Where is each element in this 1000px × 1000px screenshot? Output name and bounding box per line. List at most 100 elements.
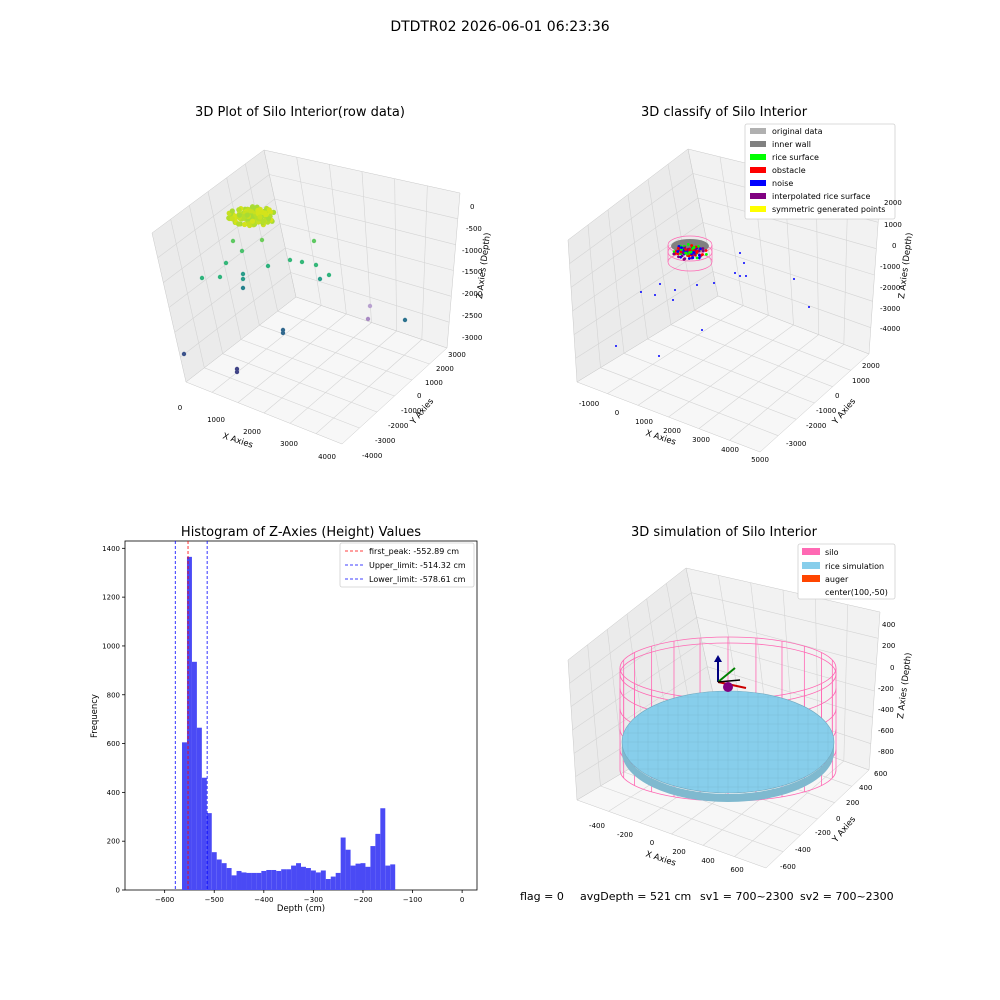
p1-ytick: 2000 bbox=[436, 365, 454, 373]
histogram-bar bbox=[191, 661, 197, 890]
p1-point bbox=[239, 248, 245, 254]
figure-suptitle: DTDTR02 2026-06-01 06:23:36 bbox=[390, 19, 609, 35]
legend-auger: auger bbox=[825, 575, 849, 584]
p2-noise-point bbox=[658, 355, 660, 357]
histogram-bar bbox=[246, 872, 252, 890]
p2-noise-point bbox=[615, 345, 617, 347]
p2-ztick: 1000 bbox=[884, 221, 902, 229]
panel-classify-3d: 3D classify of Silo Interior original da… bbox=[567, 105, 915, 464]
histogram-bar bbox=[236, 870, 242, 890]
p1-point bbox=[181, 351, 187, 357]
legend-swatch bbox=[802, 575, 820, 582]
panel4-title: 3D simulation of Silo Interior bbox=[631, 525, 818, 540]
p2-noise-point bbox=[739, 252, 741, 254]
histogram-bar bbox=[211, 852, 217, 890]
p2-ytick: 1000 bbox=[852, 377, 870, 385]
p1-point bbox=[236, 207, 242, 213]
p2-xtick: 3000 bbox=[692, 436, 710, 444]
p1-ytick: -1000 bbox=[401, 407, 421, 415]
histogram-bar bbox=[315, 872, 321, 890]
histogram-bar bbox=[286, 869, 292, 890]
hist-xlabel: Depth (cm) bbox=[277, 904, 325, 914]
p1-ztick: -500 bbox=[466, 225, 482, 233]
p2-noise-point bbox=[713, 282, 715, 284]
p1-zlabel: Z Axies (Depth) bbox=[475, 232, 493, 299]
histogram-bar bbox=[231, 875, 237, 890]
p2-point bbox=[676, 250, 680, 253]
p1-point bbox=[326, 272, 332, 278]
legend-noise: noise bbox=[772, 179, 793, 188]
p4-ztick: -400 bbox=[878, 706, 894, 714]
p1-ztick: -2000 bbox=[462, 290, 482, 298]
p2-ytick: -3000 bbox=[786, 440, 806, 448]
p4-ytick: -600 bbox=[780, 863, 796, 871]
legend-swatch bbox=[750, 206, 766, 212]
legend-lower-limit: Lower_limit: -578.61 cm bbox=[369, 575, 466, 584]
p4-ytick: 200 bbox=[846, 799, 859, 807]
legend-symmetric: symmetric generated points bbox=[772, 205, 885, 214]
p1-point bbox=[240, 271, 246, 277]
p1-point bbox=[244, 212, 250, 218]
hist-plot-area bbox=[124, 540, 478, 891]
hist-ytick-label: 1000 bbox=[102, 642, 120, 650]
p2-xtick: 2000 bbox=[663, 427, 681, 435]
panel-histogram: Histogram of Z-Axies (Height) Values −60… bbox=[90, 525, 478, 914]
p2-noise-point bbox=[808, 306, 810, 308]
legend-swatch bbox=[750, 141, 766, 147]
p1-point bbox=[229, 208, 235, 214]
p2-point bbox=[682, 257, 686, 261]
legend-inner-wall: inner wall bbox=[772, 140, 811, 149]
p4-ytick: -200 bbox=[815, 829, 831, 837]
p1-point bbox=[299, 259, 305, 265]
legend-rice-surface: rice surface bbox=[772, 153, 819, 162]
p2-ztick: 2000 bbox=[884, 199, 902, 207]
p1-point bbox=[266, 207, 272, 213]
p2-ytick: 0 bbox=[835, 392, 839, 400]
hist-xtick-label: −300 bbox=[304, 896, 323, 904]
histogram-bar bbox=[325, 879, 331, 890]
p2-point bbox=[696, 244, 700, 248]
p4-xtick: 0 bbox=[650, 839, 654, 847]
p4-xtick: -200 bbox=[617, 831, 633, 839]
p2-point bbox=[695, 256, 699, 260]
p4-auger bbox=[714, 655, 747, 692]
histogram-bar bbox=[350, 865, 356, 890]
p2-noise-point bbox=[696, 284, 698, 286]
p4-xtick: 600 bbox=[730, 866, 743, 874]
histogram-bar bbox=[296, 863, 301, 890]
histogram-bar bbox=[256, 872, 262, 890]
p1-ytick: 3000 bbox=[448, 351, 466, 359]
p1-ztick: -3000 bbox=[462, 334, 482, 342]
p2-point bbox=[688, 251, 691, 254]
avg-depth-text: avgDepth = 521 cm bbox=[580, 890, 691, 903]
p1-point bbox=[223, 260, 229, 266]
p2-point bbox=[676, 246, 680, 250]
p1-point bbox=[235, 221, 242, 227]
p2-ztick: -1000 bbox=[880, 263, 900, 271]
hist-xtick-label: −400 bbox=[254, 896, 273, 904]
p1-ytick: 1000 bbox=[425, 379, 443, 387]
p1-xtick: 3000 bbox=[280, 440, 298, 448]
p2-point bbox=[677, 255, 680, 259]
p2-point bbox=[692, 245, 696, 249]
sv2-text: sv2 = 700~2300 bbox=[800, 890, 894, 903]
p4-ytick: 0 bbox=[836, 815, 840, 823]
p2-point bbox=[691, 256, 695, 260]
p1-ztick: -2500 bbox=[462, 312, 482, 320]
p2-point bbox=[684, 248, 688, 251]
p1-point bbox=[265, 263, 271, 269]
p4-ztick: -600 bbox=[878, 727, 894, 735]
p2-xtick: -1000 bbox=[579, 400, 599, 408]
histogram-bar bbox=[241, 872, 247, 890]
p4-rice-simulation bbox=[621, 690, 835, 802]
p1-point bbox=[311, 238, 317, 244]
p2-point bbox=[688, 248, 692, 251]
p2-point bbox=[700, 253, 704, 257]
p1-ztick: -1500 bbox=[462, 268, 482, 276]
p4-ztick: -800 bbox=[878, 748, 894, 756]
p1-point bbox=[248, 208, 254, 214]
p2-point bbox=[679, 250, 683, 254]
p1-point bbox=[234, 369, 240, 375]
p2-point bbox=[697, 256, 701, 260]
p1-point bbox=[367, 303, 373, 309]
